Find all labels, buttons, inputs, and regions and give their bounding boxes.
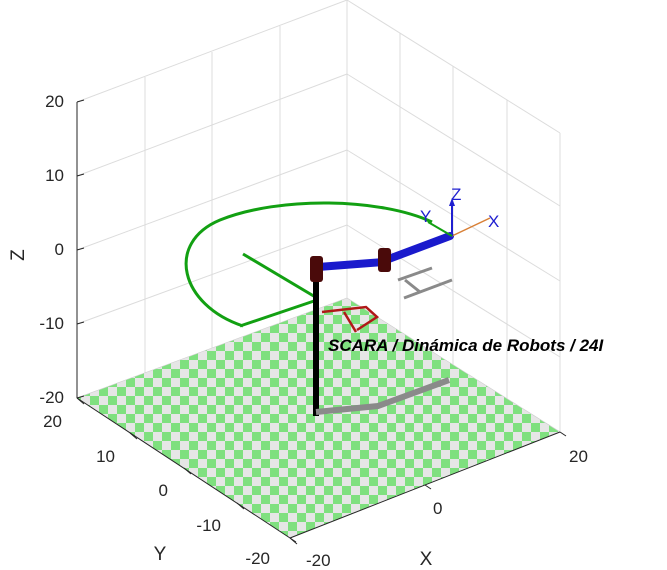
y-tick-10: 10: [96, 447, 115, 466]
z-tick-labels: 20 10 0 -10 -20: [39, 92, 64, 407]
tool-frame-z-label: Z: [451, 185, 461, 204]
tool-frame-x-label: X: [488, 212, 499, 231]
x-axis-label: X: [420, 549, 433, 570]
x-tick-marks: [289, 431, 567, 543]
z-tick-20: 20: [45, 92, 64, 111]
z-tick-marks: [76, 99, 85, 399]
z-tick-10: 10: [45, 166, 64, 185]
y-tick-marks: [76, 397, 298, 545]
floor-shadow: [315, 377, 451, 415]
y-tick-0: 0: [159, 481, 168, 500]
z-tick-neg20: -20: [39, 388, 64, 407]
y-axis-label: Y: [154, 544, 167, 565]
wall-shadow: [397, 266, 453, 300]
y-tick-labels: 20 10 0 -10 -20: [43, 412, 270, 568]
z-tick-neg10: -10: [39, 314, 64, 333]
x-tick-labels: -20 0 20: [306, 447, 588, 570]
tool-frame-y-label: Y: [420, 207, 431, 226]
y-tick-neg10: -10: [196, 516, 221, 535]
robot-caption: SCARA / Dinámica de Robots / 24I: [328, 336, 604, 355]
z-tick-0: 0: [55, 240, 64, 259]
reach-arc: [184, 201, 433, 328]
y-tick-neg20: -20: [245, 549, 270, 568]
x-tick-20: 20: [569, 447, 588, 466]
tool-frame: X Y Z: [420, 185, 499, 237]
x-tick-0: 0: [433, 499, 442, 518]
x-tick-neg20: -20: [306, 551, 331, 570]
y-tick-20: 20: [43, 412, 62, 431]
robot-joints: [310, 248, 391, 282]
z-axis-label: Z: [8, 249, 29, 261]
workspace-symbol: [321, 305, 380, 333]
robot-links: [314, 232, 454, 271]
